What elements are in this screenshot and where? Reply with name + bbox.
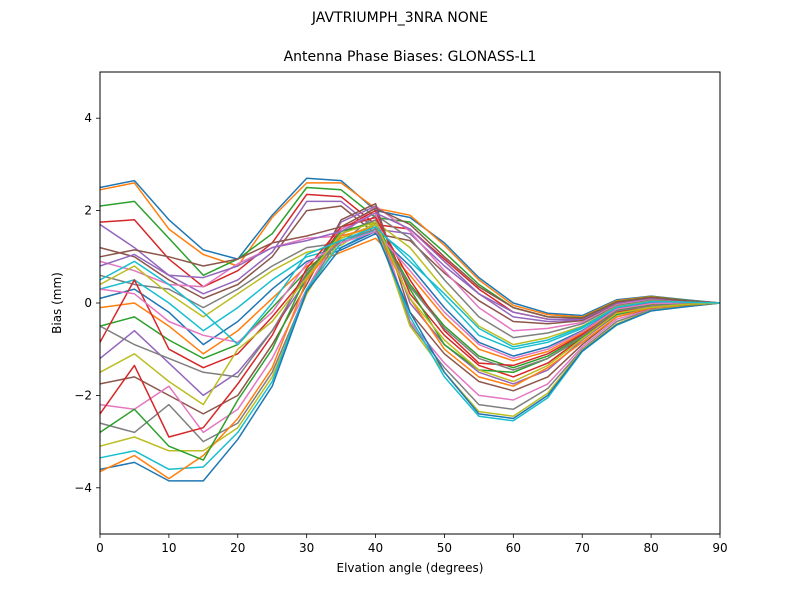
y-axis-label: Bias (mm) (50, 272, 64, 334)
y-tick-label: −2 (74, 388, 92, 402)
x-tick-label: 30 (299, 541, 314, 555)
x-tick-label: 80 (643, 541, 658, 555)
series-line-23 (99, 221, 721, 461)
series-line-30 (99, 226, 721, 348)
y-tick-label: 4 (84, 111, 92, 125)
series-layer (99, 177, 721, 482)
series-line-1 (99, 177, 721, 317)
series-line-29 (99, 221, 721, 406)
series-line-24 (99, 216, 721, 438)
series-line-19 (99, 223, 721, 452)
x-tick-label: 40 (368, 541, 383, 555)
series-line-6 (99, 205, 721, 325)
series-line-7 (99, 205, 721, 332)
series-line-8 (99, 214, 721, 339)
series-line-26 (99, 207, 721, 319)
axis-layer: 0 10 20 30 40 50 60 70 80 90 −4 −2 0 2 4 (74, 111, 727, 555)
series-line-25 (99, 212, 721, 320)
y-tick-label: −4 (74, 481, 92, 495)
y-tick-label: 2 (84, 204, 92, 218)
x-tick-label: 10 (161, 541, 176, 555)
figure-suptitle: JAVTRIUMPH_3NRA NONE (311, 10, 489, 26)
x-tick-label: 70 (575, 541, 590, 555)
series-line-27 (99, 230, 720, 360)
series-line-2 (99, 182, 721, 318)
x-axis-label: Elvation angle (degrees) (336, 561, 484, 575)
x-tick-label: 60 (506, 541, 521, 555)
series-line-28 (99, 228, 721, 378)
y-tick-label: 0 (84, 296, 92, 310)
x-tick-label: 0 (96, 541, 104, 555)
series-line-14 (99, 209, 721, 378)
x-tick-label: 90 (712, 541, 727, 555)
chart-title: Antenna Phase Biases: GLONASS-L1 (283, 49, 537, 65)
x-tick-label: 20 (230, 541, 245, 555)
x-tick-label: 50 (437, 541, 452, 555)
series-line-21 (99, 230, 721, 482)
